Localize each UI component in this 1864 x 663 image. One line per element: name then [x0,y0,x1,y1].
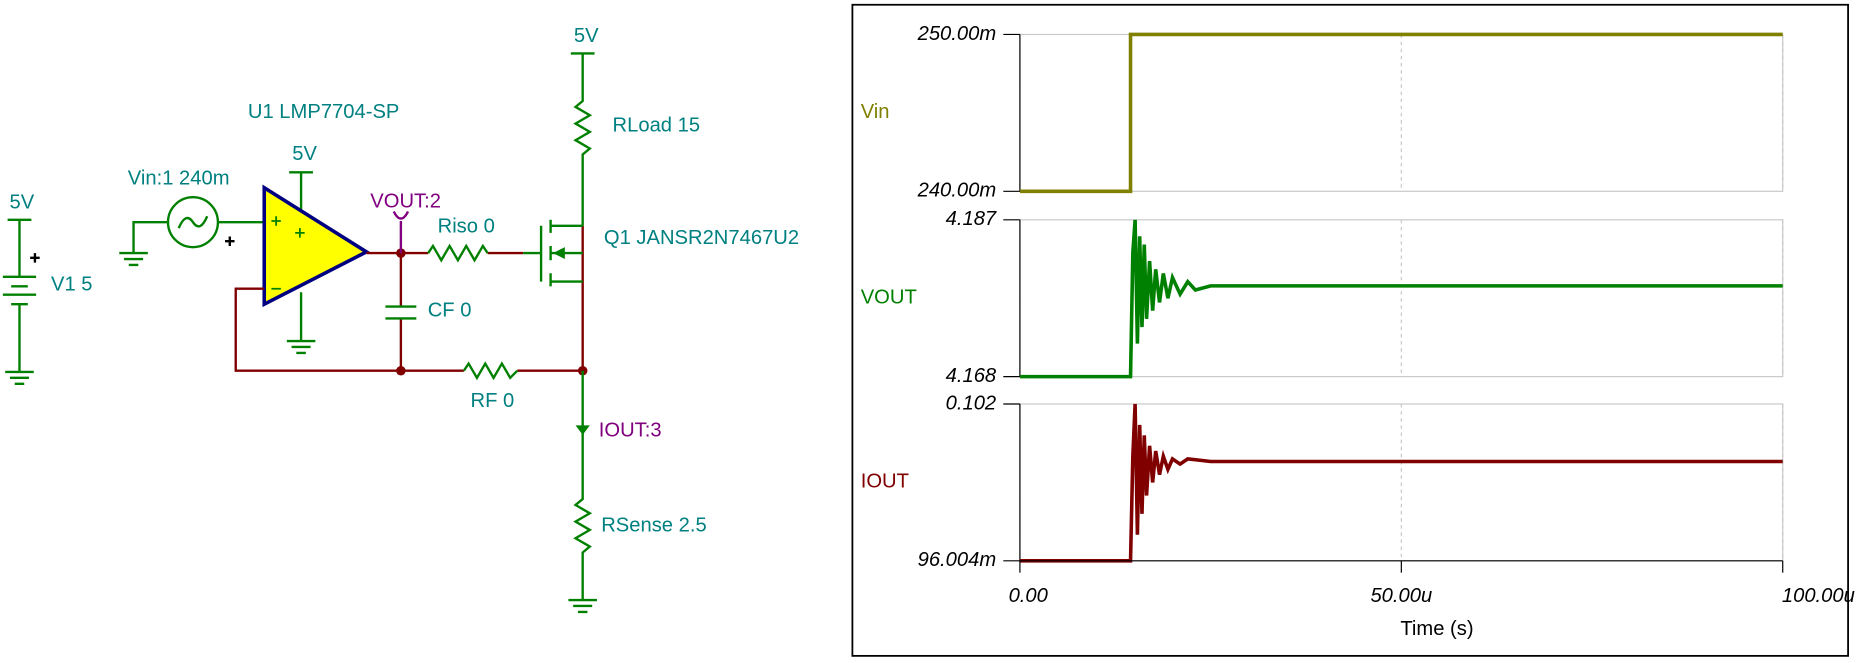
component-label: 5V [574,25,599,47]
component-label: RSense 2.5 [601,515,706,537]
schematic [2,52,597,614]
series-line [1019,219,1783,379]
component-label: VOUT:2 [370,190,441,212]
component-label: 5V [292,143,317,165]
series-label: IOUT [861,471,909,493]
component-label: V1 5 [51,273,93,295]
component-label: 5V [10,192,35,214]
y-tick-label: 0.102 [946,392,997,414]
component-label: Vin:1 240m [128,168,230,190]
y-tick-label: 4.187 [946,208,997,230]
x-axis-title: Time (s) [1400,618,1473,640]
x-tick-label: 100.00u [1782,585,1855,607]
x-tick-label: 50.00u [1370,585,1432,607]
component-label: RF 0 [471,390,515,412]
component-label: IOUT:3 [599,420,662,442]
component-label: Q1 JANSR2N7467U2 [604,227,799,249]
y-tick-label: 96.004m [918,549,997,571]
series-line [1019,32,1783,194]
series-label: VOUT [861,287,917,309]
series-label: Vin [861,101,890,123]
y-tick-label: 240.00m [917,180,997,202]
x-tick-label: 0.00 [1009,585,1049,607]
series-line [1019,403,1783,563]
plot-frame [851,3,1849,657]
component-label: U1 LMP7704-SP [248,101,400,123]
component-label: RLoad 15 [613,114,701,136]
component-label: Riso 0 [438,215,495,237]
y-tick-label: 250.00m [917,23,997,45]
y-tick-label: 4.168 [946,365,997,387]
component-label: CF 0 [428,300,472,322]
